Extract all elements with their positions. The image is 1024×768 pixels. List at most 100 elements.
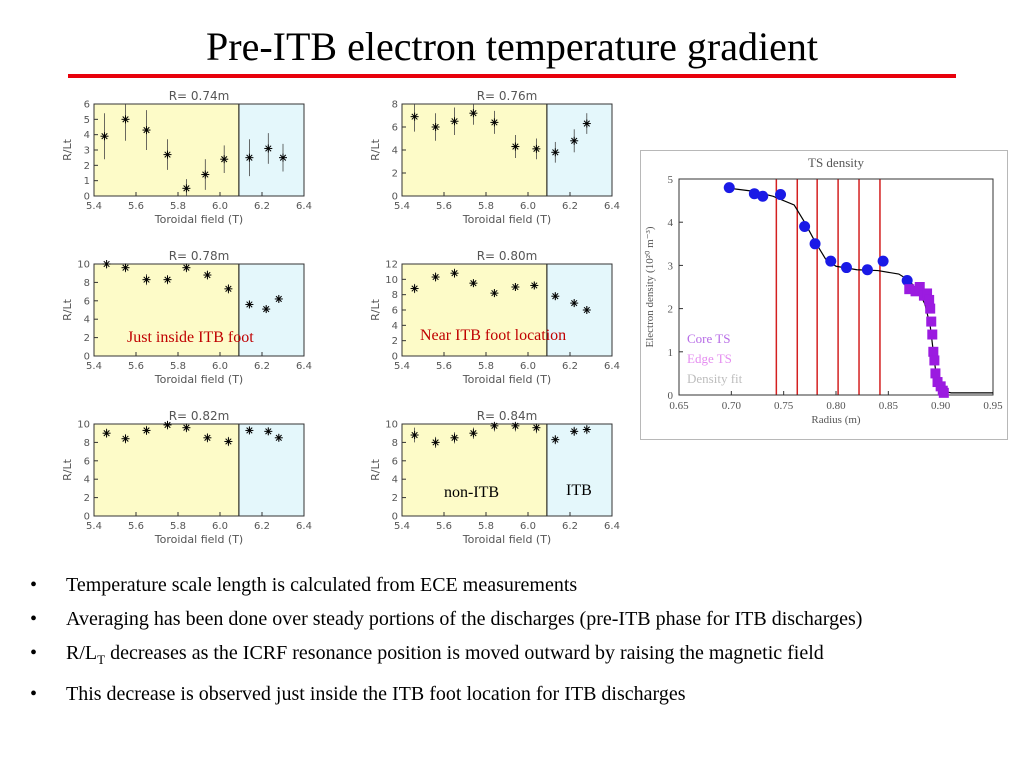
y-axis-label: R/Lt [369, 138, 382, 160]
data-point-asterisk [201, 170, 210, 179]
asterisk-stroke [432, 273, 439, 281]
x-tick-label: 5.8 [170, 521, 186, 532]
itb-region [238, 104, 304, 196]
chart-title: R= 0.78m [169, 249, 230, 263]
data-point-asterisk [264, 427, 273, 436]
asterisk-stroke [470, 110, 477, 117]
asterisk-stroke [552, 293, 559, 300]
x-tick-label: 5.8 [170, 201, 186, 212]
itb-region [238, 424, 304, 516]
asterisk-stroke [470, 280, 477, 287]
x-tick-label: 6.0 [212, 361, 228, 372]
asterisk-stroke [183, 424, 190, 431]
y-axis-label: R/Lt [61, 298, 74, 320]
core-ts-point [901, 275, 913, 287]
edge-ts-point [929, 355, 940, 366]
asterisk-stroke [451, 118, 458, 125]
data-point-asterisk [279, 153, 287, 162]
itb-region [546, 104, 612, 196]
x-axis-label: Toroidal field (T) [154, 213, 243, 226]
edge-ts-point [927, 329, 938, 340]
x-tick-label: 0.85 [879, 400, 899, 412]
y-tick-label: 10 [385, 275, 398, 286]
y-tick-label: 4 [84, 475, 90, 486]
asterisk-stroke [432, 439, 439, 446]
edge-ts-point [924, 294, 935, 305]
asterisk-stroke [491, 119, 498, 126]
x-tick-label: 5.8 [170, 361, 186, 372]
edge-ts-point [930, 368, 941, 379]
core-ts-point [723, 182, 735, 194]
data-point-asterisk [431, 123, 440, 131]
asterisk-stroke [164, 421, 171, 429]
asterisk-stroke [183, 264, 190, 271]
core-ts-point [799, 221, 811, 233]
y-tick-label: 10 [77, 420, 90, 431]
edge-ts-point [904, 284, 915, 295]
y-tick-label: 6 [84, 456, 90, 467]
edge-ts-point [928, 346, 939, 357]
bullet-dot: • [30, 642, 38, 664]
density-fit-line [731, 187, 993, 394]
x-tick-label: 6.4 [296, 521, 312, 532]
rlt-panel-0.78m: 5.4 5.6 5.8 6.0 6.2 6.4 0 2 4 6 8 10 Toroidal field … [60, 248, 320, 400]
edge-ts-point [925, 303, 936, 314]
bullet-item: • R/LT decreases as the ICRF resonance po… [30, 640, 990, 673]
x-axis-label: Toroidal field (T) [154, 533, 243, 546]
ts-density-chart: 0.65 0.70 0.75 0.80 0.85 0.90 0.95 0 1 2 3 4 5 Radius… [644, 155, 1003, 426]
asterisk-stroke [263, 305, 270, 313]
y-tick-label: 4 [84, 130, 90, 141]
rlt-chart-0.84m: 5.4 5.6 5.8 6.0 6.2 6.4 0 2 4 6 8 10 Toroidal field … [369, 409, 620, 546]
chart-title: R= 0.80m [477, 249, 538, 263]
bullet-item: • Averaging has been done over steady por… [30, 606, 990, 632]
x-tick-label: 6.0 [520, 521, 536, 532]
data-point-asterisk [121, 263, 130, 272]
asterisk-stroke [571, 428, 578, 435]
asterisk-stroke [583, 426, 590, 433]
slide-title: Pre-ITB electron temperature gradient [206, 24, 818, 69]
x-tick-label: 6.2 [562, 201, 578, 212]
x-tick-label: 0.90 [931, 400, 951, 412]
label-near-itb-foot: Near ITB foot location [420, 327, 567, 344]
data-point-asterisk [224, 437, 233, 446]
data-point-asterisk [100, 132, 109, 141]
x-tick-label: 6.4 [604, 521, 620, 532]
x-tick-label: 6.2 [254, 361, 270, 372]
non-itb-region [402, 104, 547, 196]
core-ts-point [809, 238, 821, 250]
y-tick-label: 6 [84, 100, 90, 111]
data-point-asterisk [450, 433, 459, 442]
x-tick-label: 6.4 [296, 361, 312, 372]
data-point-asterisk [224, 284, 233, 293]
x-tick-label: 6.2 [562, 361, 578, 372]
y-tick-label: 6 [84, 296, 90, 307]
asterisk-stroke [122, 264, 129, 271]
core-ts-point [748, 188, 760, 200]
edge-ts-point [922, 288, 933, 299]
x-tick-label: 6.2 [562, 521, 578, 532]
y-tick-label: 10 [77, 260, 90, 271]
asterisk-stroke [512, 283, 519, 291]
core-ts-point [861, 264, 873, 276]
data-point-asterisk [530, 281, 539, 290]
data-point-asterisk [582, 119, 591, 128]
bullet-text: Temperature scale length is calculated f… [66, 574, 578, 596]
y-tick-label: 1 [668, 347, 674, 359]
non-itb-region [402, 264, 547, 356]
data-point-asterisk [450, 117, 459, 126]
core-ts-point [877, 255, 889, 267]
data-point-asterisk [469, 279, 478, 288]
asterisk-stroke [221, 156, 228, 163]
asterisk-stroke [164, 276, 171, 283]
asterisk-stroke [583, 120, 590, 127]
y-tick-label: 2 [392, 336, 398, 347]
asterisk-stroke [101, 133, 108, 140]
x-tick-label: 6.0 [212, 521, 228, 532]
y-tick-label: 8 [392, 438, 398, 449]
data-point-asterisk [410, 284, 419, 293]
asterisk-stroke [204, 271, 211, 279]
asterisk-stroke [265, 145, 272, 152]
bullet-text-rlt: R/L [66, 642, 98, 664]
asterisk-stroke [204, 434, 211, 441]
data-point-asterisk [182, 423, 191, 432]
